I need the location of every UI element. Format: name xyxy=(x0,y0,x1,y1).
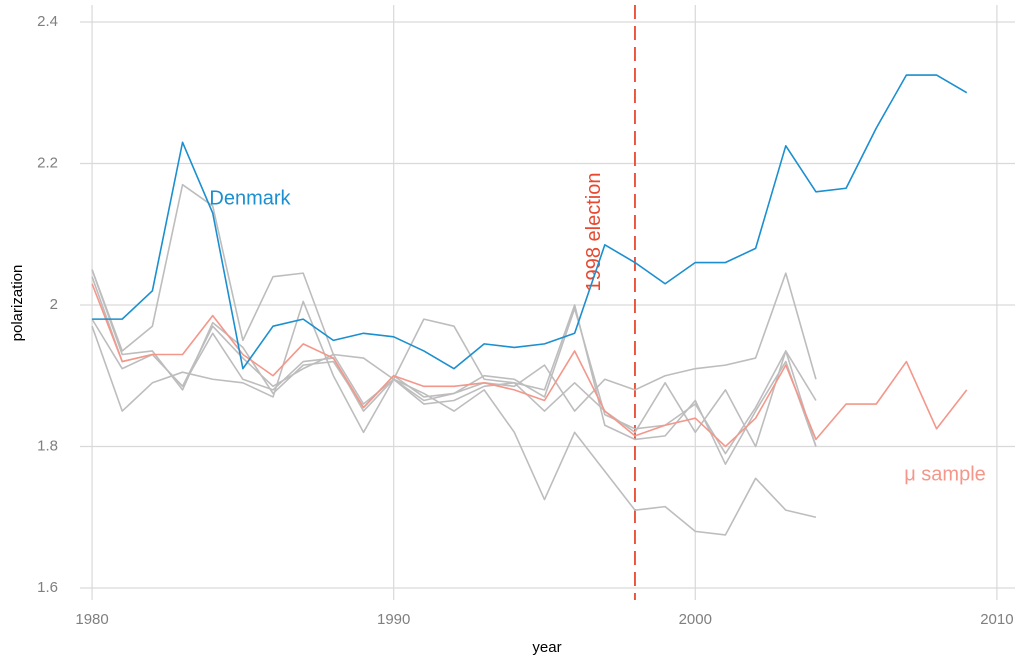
y-tick-label: 1.8 xyxy=(37,437,58,454)
x-tick-label: 1980 xyxy=(75,611,108,628)
x-tick-label: 2010 xyxy=(980,611,1013,628)
y-tick-label: 2.2 xyxy=(37,154,58,171)
x-tick-label: 1990 xyxy=(377,611,410,628)
series-label: μ sample xyxy=(904,463,986,485)
series-line xyxy=(92,74,968,370)
series-label: Denmark xyxy=(209,187,291,209)
x-tick-label: 2000 xyxy=(679,611,712,628)
series-line xyxy=(91,272,817,412)
series-line xyxy=(91,300,817,536)
y-axis-title: polarization xyxy=(9,265,26,342)
x-axis-title: year xyxy=(532,639,561,656)
series-line xyxy=(91,183,817,448)
y-tick-label: 2.4 xyxy=(37,13,58,30)
series-line xyxy=(91,304,817,465)
y-tick-label: 1.6 xyxy=(37,579,58,596)
series-line xyxy=(91,283,968,448)
y-tick-label: 2 xyxy=(50,296,58,313)
